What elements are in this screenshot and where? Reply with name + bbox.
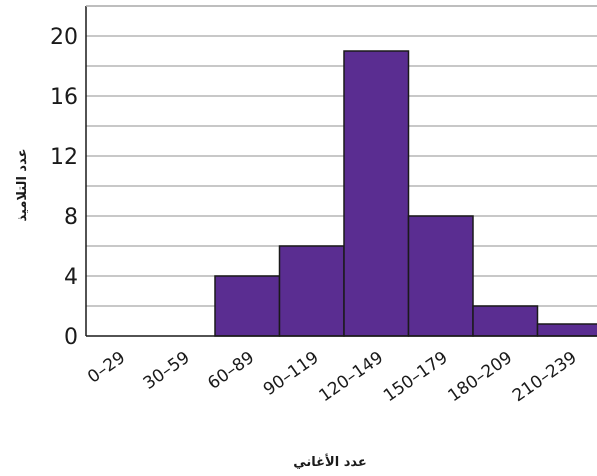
x-tick-labels: 0–29 30–59 60–89 90–119120–149150–179180–20… [84, 348, 581, 406]
bar-210–239 [536, 323, 597, 337]
bars [214, 50, 597, 337]
y-tick-label: 12 [50, 145, 78, 170]
x-axis-label: عدد الأغاني [293, 453, 367, 470]
y-tick-label: 0 [64, 325, 78, 350]
x-tick-label: 180–209 [445, 348, 517, 406]
y-tick-labels: 0 4 8 12 16 20 [50, 25, 78, 350]
x-tick-label: 210–239 [509, 348, 581, 406]
y-tick-label: 4 [64, 265, 78, 290]
bar-150–179 [407, 215, 474, 337]
x-tick-label: 30–59 [140, 348, 194, 394]
x-tick-label: 150–179 [380, 348, 452, 406]
bar-120–149 [343, 50, 410, 337]
x-tick-label: 90–119 [260, 348, 323, 400]
bar-60–89 [214, 275, 281, 337]
bar-90–119 [278, 245, 345, 337]
bar-180–209 [472, 305, 539, 337]
x-tick-label: 60–89 [204, 348, 258, 394]
y-tick-label: 8 [64, 205, 78, 230]
y-tick-label: 16 [50, 85, 78, 110]
axes [85, 5, 597, 337]
y-tick-label: 20 [50, 25, 78, 50]
x-tick-label: 0–29 [84, 348, 129, 388]
x-tick-label: 120–149 [316, 348, 388, 406]
y-axis-label: عدد التلاميذ [15, 149, 30, 222]
